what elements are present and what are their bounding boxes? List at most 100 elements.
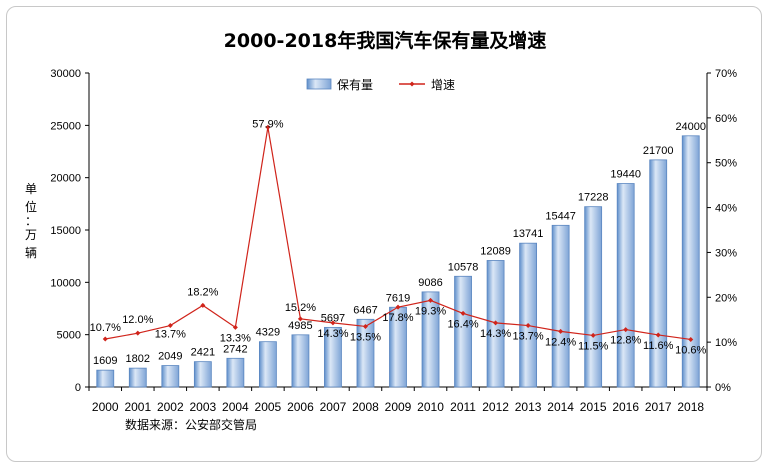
x-tick-label: 2016 [612, 400, 639, 414]
chart-frame: 2000-2018年我国汽车保有量及增速 保有量 增速 0 5000 10000 150… [6, 6, 762, 462]
x-tick-label: 2000 [92, 400, 119, 414]
x-tick-label: 2007 [320, 400, 347, 414]
right-tick-label: 10% [715, 337, 737, 349]
growth-marker [460, 310, 466, 316]
growth-value-label: 11.6% [643, 340, 674, 352]
growth-marker [265, 124, 271, 130]
growth-value-label: 13.7% [155, 329, 186, 341]
left-tick-label: 0 [75, 382, 81, 394]
bar [649, 159, 668, 388]
chart-svg: 2000-2018年我国汽车保有量及增速 保有量 增速 0 5000 10000 150… [25, 29, 737, 432]
source-note: 数据来源：公安部交管局 [125, 417, 257, 432]
bar [519, 242, 538, 388]
x-tick-label: 2013 [515, 400, 542, 414]
bar [128, 367, 147, 388]
x-tick-label: 2018 [677, 400, 704, 414]
growth-value-label: 13.7% [513, 331, 544, 343]
x-tick-label: 2015 [580, 400, 607, 414]
bar-value-label: 7619 [386, 292, 410, 304]
bar-value-label: 2421 [191, 347, 215, 359]
bar [356, 318, 375, 388]
y-axis-unit-char: 位 [25, 199, 37, 214]
x-tick-label: 2008 [352, 400, 379, 414]
bar [161, 365, 180, 388]
growth-marker [167, 323, 173, 329]
growth-value-label: 13.5% [350, 331, 381, 343]
growth-value-label: 11.5% [578, 340, 609, 352]
growth-value-label: 19.3% [415, 305, 446, 317]
legend-bar-swatch [306, 78, 332, 90]
right-tick-label: 40% [715, 203, 737, 215]
bar-value-label: 4985 [288, 320, 312, 332]
growth-marker [623, 327, 629, 333]
x-tick-label: 2006 [287, 400, 314, 414]
growth-value-label: 57.9% [252, 118, 283, 130]
left-tick-label: 15000 [50, 225, 81, 237]
growth-marker [688, 336, 694, 342]
growth-value-label: 17.8% [382, 312, 413, 324]
growth-value-label: 15.2% [285, 302, 316, 314]
y-axis-unit-char: 单 [25, 182, 37, 196]
growth-marker [330, 320, 336, 326]
bar [421, 291, 440, 388]
y-axis-unit-char: 辆 [25, 246, 37, 260]
bar [226, 357, 245, 388]
growth-marker [362, 323, 368, 329]
bar [616, 183, 635, 388]
bar-value-label: 12089 [480, 245, 511, 257]
bar-value-label: 1802 [126, 353, 150, 365]
bar [291, 334, 310, 388]
bar-value-label: 4329 [256, 327, 280, 339]
right-tick-label: 0% [715, 382, 731, 394]
bar-value-label: 2049 [158, 351, 182, 363]
growth-marker [135, 330, 141, 336]
bar-value-label: 1609 [93, 355, 117, 367]
growth-marker [232, 324, 238, 330]
bar [551, 224, 570, 388]
x-tick-label: 2005 [255, 400, 282, 414]
left-tick-label: 30000 [50, 68, 81, 80]
x-tick-label: 2012 [482, 400, 509, 414]
growth-value-label: 10.7% [90, 322, 121, 334]
y-axis-unit-char: ： [25, 214, 37, 228]
bar-value-label: 5697 [321, 312, 345, 324]
growth-marker [493, 320, 499, 326]
growth-marker [428, 297, 434, 303]
bars: 1609 1802 2049 2421 2742 4329 4985 5697 6467 7619… [93, 121, 706, 388]
growth-line-layer: 10.7%12.0%13.7%18.2%13.3%57.9%15.2%14.3%… [90, 118, 707, 356]
left-tick-label: 20000 [50, 173, 81, 185]
y-axis-unit-char: 万 [25, 228, 37, 242]
bar [258, 341, 277, 388]
growth-marker [395, 304, 401, 310]
growth-marker [102, 336, 108, 342]
growth-value-label: 14.3% [317, 328, 348, 340]
growth-marker [558, 328, 564, 334]
left-tick-label: 25000 [50, 120, 81, 132]
axes: 0 5000 10000 15000 20000 25000 30000 0% 10% 20% 30… [50, 68, 737, 414]
growth-marker [200, 302, 206, 308]
right-tick-label: 20% [715, 292, 737, 304]
growth-value-label: 16.4% [447, 318, 478, 330]
growth-marker [655, 332, 661, 338]
bar [324, 326, 342, 388]
bar-value-label: 19440 [610, 169, 641, 181]
left-tick-label: 5000 [57, 330, 81, 342]
growth-value-label: 12.0% [122, 314, 153, 326]
x-tick-label: 2004 [222, 400, 249, 414]
bar-value-label: 6467 [353, 304, 377, 316]
growth-value-label: 13.3% [220, 332, 251, 344]
growth-marker [590, 332, 596, 338]
right-tick-label: 70% [715, 68, 737, 80]
legend: 保有量 增速 [306, 78, 455, 92]
bar-value-label: 17228 [578, 192, 609, 204]
bar [454, 275, 472, 388]
x-tick-label: 2010 [417, 400, 444, 414]
x-tick-label: 2003 [189, 400, 216, 414]
growth-marker [525, 323, 531, 329]
bar-value-label: 24000 [675, 121, 706, 133]
x-tick-label: 2001 [124, 400, 151, 414]
right-tick-label: 50% [715, 158, 737, 170]
bar-value-label: 13741 [513, 228, 544, 240]
y-axis-unit-label: 单位：万辆 [25, 182, 37, 260]
left-tick-label: 10000 [50, 277, 81, 289]
